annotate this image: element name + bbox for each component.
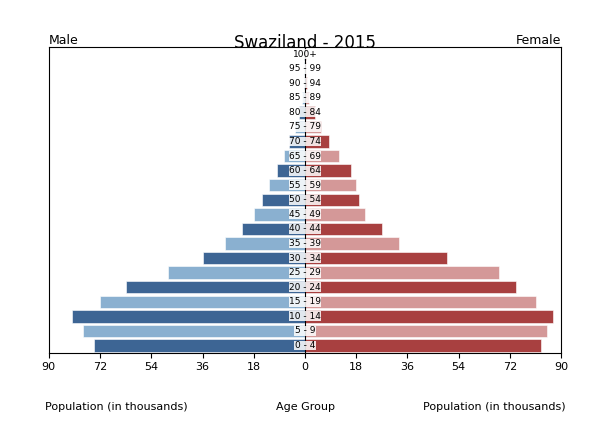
- Bar: [168, 266, 305, 279]
- Text: 100+: 100+: [293, 50, 317, 59]
- Bar: [126, 281, 305, 293]
- Bar: [305, 91, 309, 104]
- Bar: [305, 339, 541, 351]
- Bar: [305, 237, 399, 249]
- Bar: [305, 193, 359, 206]
- Text: Age Group: Age Group: [276, 402, 334, 412]
- Bar: [305, 252, 447, 264]
- Bar: [305, 310, 553, 323]
- Text: 75 - 79: 75 - 79: [289, 122, 321, 131]
- Bar: [203, 252, 305, 264]
- Bar: [95, 339, 305, 351]
- Text: 55 - 59: 55 - 59: [289, 181, 321, 190]
- Text: 5 - 9: 5 - 9: [295, 326, 315, 335]
- Text: 80 - 84: 80 - 84: [289, 108, 321, 117]
- Bar: [100, 295, 305, 308]
- Bar: [305, 106, 315, 119]
- Text: Male: Male: [49, 34, 79, 47]
- Text: 0 - 4: 0 - 4: [295, 341, 315, 350]
- Bar: [242, 223, 305, 235]
- Bar: [304, 77, 305, 89]
- Bar: [304, 62, 305, 75]
- Text: 30 - 34: 30 - 34: [289, 254, 321, 263]
- Bar: [276, 164, 305, 177]
- Text: 25 - 29: 25 - 29: [289, 268, 321, 277]
- Bar: [305, 281, 515, 293]
- Bar: [305, 223, 382, 235]
- Bar: [305, 121, 321, 133]
- Bar: [300, 106, 305, 119]
- Text: Swaziland - 2015: Swaziland - 2015: [234, 34, 376, 52]
- Bar: [302, 91, 305, 104]
- Bar: [305, 135, 329, 147]
- Bar: [305, 164, 351, 177]
- Bar: [305, 179, 356, 191]
- Bar: [305, 266, 498, 279]
- Bar: [71, 310, 305, 323]
- Bar: [305, 208, 365, 221]
- Bar: [305, 77, 307, 89]
- Text: 65 - 69: 65 - 69: [289, 152, 321, 161]
- Text: 40 - 44: 40 - 44: [289, 224, 321, 233]
- Text: 15 - 19: 15 - 19: [289, 297, 321, 306]
- Bar: [305, 295, 536, 308]
- Text: 10 - 14: 10 - 14: [289, 312, 321, 321]
- Text: 90 - 94: 90 - 94: [289, 79, 321, 88]
- Text: 95 - 99: 95 - 99: [289, 64, 321, 73]
- Bar: [305, 62, 306, 75]
- Text: 85 - 89: 85 - 89: [289, 93, 321, 102]
- Text: Female: Female: [516, 34, 561, 47]
- Bar: [305, 150, 339, 162]
- Text: 60 - 64: 60 - 64: [289, 166, 321, 175]
- Bar: [284, 150, 305, 162]
- Bar: [254, 208, 305, 221]
- Text: 50 - 54: 50 - 54: [289, 195, 321, 204]
- Text: 35 - 39: 35 - 39: [289, 239, 321, 248]
- Bar: [289, 135, 305, 147]
- Bar: [295, 121, 305, 133]
- Text: 70 - 74: 70 - 74: [289, 137, 321, 146]
- Text: Population (in thousands): Population (in thousands): [423, 402, 565, 412]
- Text: 45 - 49: 45 - 49: [289, 210, 321, 219]
- Bar: [262, 193, 305, 206]
- Bar: [270, 179, 305, 191]
- Text: 20 - 24: 20 - 24: [289, 283, 321, 292]
- Text: Population (in thousands): Population (in thousands): [45, 402, 187, 412]
- Bar: [83, 325, 305, 337]
- Bar: [225, 237, 305, 249]
- Bar: [305, 325, 547, 337]
